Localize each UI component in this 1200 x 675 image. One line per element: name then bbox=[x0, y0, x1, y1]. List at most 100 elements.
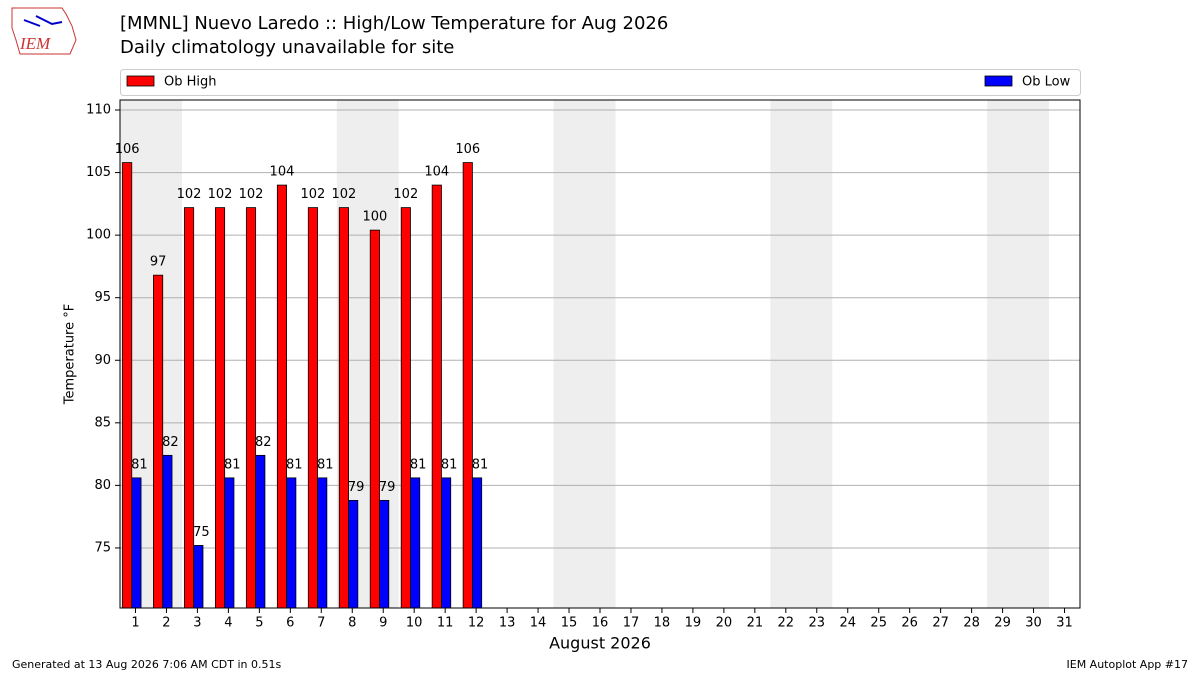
bar bbox=[193, 545, 204, 609]
weekend-band bbox=[553, 100, 616, 608]
logo-symbol bbox=[23, 15, 63, 27]
y-tick-label: 85 bbox=[94, 415, 111, 430]
x-tick-label: 31 bbox=[1056, 616, 1073, 631]
y-tick-label: 100 bbox=[86, 228, 111, 243]
x-tick-label: 9 bbox=[379, 616, 387, 631]
bar bbox=[462, 162, 473, 609]
bar bbox=[369, 229, 380, 609]
x-tick-label: 23 bbox=[809, 616, 826, 631]
bar bbox=[410, 477, 421, 609]
x-tick-label: 8 bbox=[348, 616, 356, 631]
data-label: 81 bbox=[131, 457, 148, 472]
x-tick-label: 21 bbox=[747, 616, 764, 631]
legend-swatch bbox=[126, 75, 155, 87]
data-label: 81 bbox=[410, 457, 427, 472]
data-label: 102 bbox=[177, 187, 202, 202]
data-label: 102 bbox=[331, 187, 356, 202]
bar bbox=[255, 454, 266, 609]
x-tick-label: 16 bbox=[592, 616, 609, 631]
bar bbox=[131, 477, 142, 609]
x-tick-label: 20 bbox=[716, 616, 733, 631]
data-label: 102 bbox=[239, 187, 264, 202]
x-tick-label: 6 bbox=[286, 616, 294, 631]
data-label: 81 bbox=[286, 457, 303, 472]
x-tick-label: 17 bbox=[623, 616, 640, 631]
footnote-left: Generated at 13 Aug 2026 7:06 AM CDT in … bbox=[12, 658, 281, 671]
data-label: 100 bbox=[362, 210, 387, 225]
bar bbox=[338, 207, 349, 609]
bar bbox=[441, 477, 452, 609]
data-label: 81 bbox=[441, 457, 458, 472]
chart-title: [MMNL] Nuevo Laredo :: High/Low Temperat… bbox=[120, 13, 668, 34]
x-tick-label: 3 bbox=[193, 616, 201, 631]
bar bbox=[348, 499, 359, 609]
x-tick-label: 22 bbox=[778, 616, 795, 631]
data-label: 102 bbox=[393, 187, 418, 202]
data-label: 82 bbox=[162, 435, 179, 450]
weekend-band bbox=[770, 100, 833, 608]
legend-swatch bbox=[984, 75, 1013, 87]
y-tick-label: 110 bbox=[86, 103, 111, 118]
data-label: 79 bbox=[348, 480, 365, 495]
bar bbox=[307, 207, 318, 609]
legend-label: Ob Low bbox=[1022, 75, 1071, 90]
data-label: 81 bbox=[472, 457, 489, 472]
data-label: 81 bbox=[317, 457, 334, 472]
weekend-band bbox=[987, 100, 1050, 608]
x-tick-label: 14 bbox=[530, 616, 547, 631]
x-tick-label: 26 bbox=[901, 616, 918, 631]
plot-frame bbox=[119, 99, 1081, 609]
x-tick-label: 25 bbox=[870, 616, 887, 631]
y-tick-label: 105 bbox=[86, 165, 111, 180]
data-label: 75 bbox=[193, 525, 210, 540]
bar bbox=[317, 477, 328, 609]
y-axis-label: Temperature °F bbox=[63, 304, 78, 405]
logo: IEM bbox=[11, 7, 77, 55]
bar bbox=[431, 184, 442, 609]
legend-label: Ob High bbox=[164, 75, 217, 90]
x-tick-label: 28 bbox=[963, 616, 980, 631]
x-axis-label: August 2026 bbox=[549, 634, 651, 653]
data-label: 106 bbox=[455, 142, 480, 157]
x-tick-label: 13 bbox=[499, 616, 516, 631]
bar bbox=[224, 477, 235, 609]
data-label: 104 bbox=[270, 165, 295, 180]
footnote-right: IEM Autoplot App #17 bbox=[1067, 658, 1189, 671]
x-tick-label: 4 bbox=[224, 616, 232, 631]
bar bbox=[400, 207, 411, 609]
bar bbox=[472, 477, 483, 609]
x-tick-label: 1 bbox=[131, 616, 139, 631]
x-tick-label: 27 bbox=[932, 616, 949, 631]
chart-subtitle: Daily climatology unavailable for site bbox=[120, 37, 454, 58]
x-tick-label: 29 bbox=[994, 616, 1011, 631]
data-label: 97 bbox=[150, 255, 167, 270]
y-tick-label: 95 bbox=[94, 290, 111, 305]
bar bbox=[214, 207, 226, 609]
bar bbox=[286, 477, 297, 609]
x-tick-label: 10 bbox=[406, 616, 423, 631]
data-label: 102 bbox=[301, 187, 326, 202]
bar bbox=[379, 499, 390, 609]
data-label: 82 bbox=[255, 435, 272, 450]
bar bbox=[276, 184, 288, 609]
y-tick-label: 90 bbox=[94, 353, 111, 368]
x-tick-label: 2 bbox=[162, 616, 170, 631]
y-tick-label: 80 bbox=[94, 478, 111, 493]
legend-box bbox=[120, 69, 1081, 96]
x-tick-label: 12 bbox=[468, 616, 485, 631]
x-tick-label: 19 bbox=[685, 616, 702, 631]
x-tick-label: 15 bbox=[561, 616, 578, 631]
x-tick-label: 5 bbox=[255, 616, 263, 631]
bar bbox=[162, 454, 173, 609]
logo-text: IEM bbox=[19, 34, 51, 53]
data-label: 102 bbox=[208, 187, 233, 202]
x-tick-label: 7 bbox=[317, 616, 325, 631]
bar bbox=[184, 207, 195, 609]
x-tick-label: 30 bbox=[1025, 616, 1042, 631]
x-tick-label: 11 bbox=[437, 616, 454, 631]
data-label: 79 bbox=[379, 480, 396, 495]
bar bbox=[122, 162, 133, 609]
data-label: 104 bbox=[424, 165, 449, 180]
data-label: 106 bbox=[115, 142, 140, 157]
